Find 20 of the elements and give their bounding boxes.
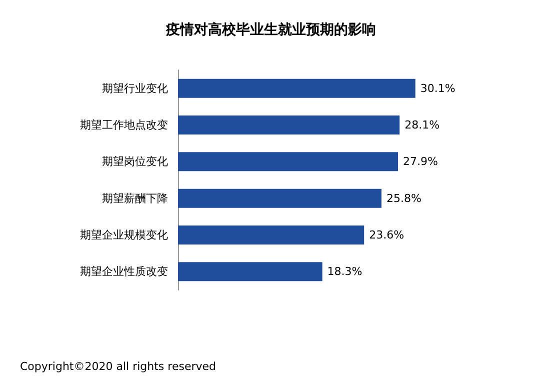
- bar: [178, 116, 400, 134]
- data-label: 30.1%: [420, 82, 456, 95]
- y-tick-label: 期望工作地点改变: [80, 118, 168, 132]
- y-tick-label: 期望行业变化: [102, 82, 168, 95]
- bar: [178, 78, 416, 98]
- data-label: 27.9%: [403, 155, 438, 168]
- bar: [178, 226, 364, 244]
- chart-title: 疫情对高校毕业生就业预期的影响: [165, 21, 376, 38]
- y-tick-label: 期望企业规模变化: [80, 228, 168, 242]
- data-label: 23.6%: [369, 228, 404, 242]
- y-tick-label: 期望岗位变化: [102, 155, 168, 168]
- bar: [178, 188, 382, 208]
- data-label: 25.8%: [386, 192, 422, 205]
- bar: [178, 152, 398, 172]
- data-label: 28.1%: [404, 118, 440, 132]
- y-tick-label: 期望企业性质改变: [80, 265, 168, 278]
- bar: [178, 262, 322, 282]
- y-tick-label: 期望薪酬下降: [102, 192, 168, 205]
- text: Copyright©2020 all rights reserved: [20, 360, 216, 373]
- data-label: 18.3%: [327, 265, 362, 278]
